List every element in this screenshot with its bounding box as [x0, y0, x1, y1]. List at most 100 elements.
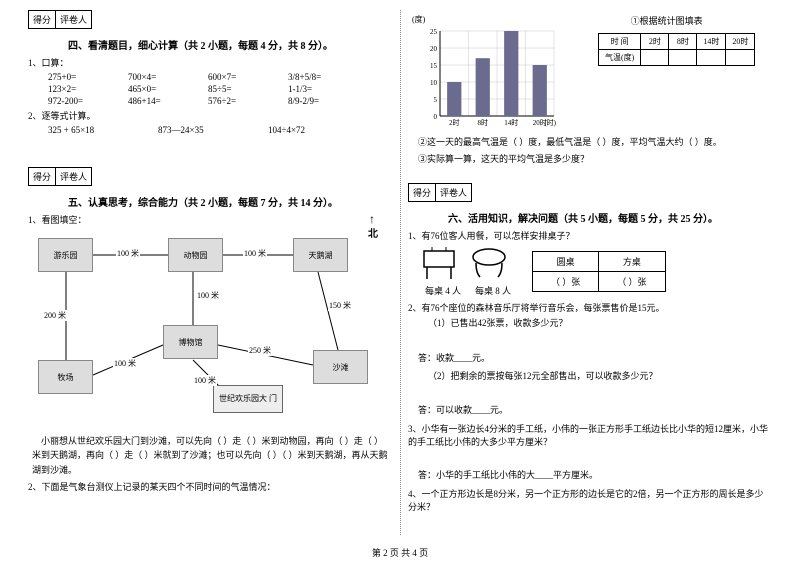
- fill-table: 时 间 2时 8时 14时 20时 气温(度): [598, 33, 755, 66]
- s6-q2b: （2）把剩余的票按每张12元全部售出，可以收款多少元？: [428, 370, 772, 384]
- svg-text:14时: 14时: [504, 118, 518, 127]
- node-ranch: 牧场: [38, 360, 93, 394]
- round-table-icon: [468, 245, 510, 283]
- s6-a2b: 答：可以收款____元。: [418, 403, 772, 416]
- svg-text:10: 10: [430, 79, 438, 87]
- chart-area: (度) 25201510502时8时14时20时(时) ①根据统计图填表 时 间…: [408, 14, 772, 132]
- node-gate: 世纪欢乐园大 门: [213, 385, 283, 413]
- svg-text:2时: 2时: [449, 118, 460, 127]
- dist: 250 米: [248, 345, 272, 356]
- node-beach: 沙滩: [313, 350, 368, 384]
- calc: 972-200=: [48, 96, 128, 106]
- s5-fill-text: 小丽想从世纪欢乐园大门到沙滩，可以先向（ ）走（ ）米到动物园，再向（ ）走（ …: [32, 434, 388, 477]
- cell-round[interactable]: （ ）张: [533, 271, 599, 291]
- calc: 600×7=: [208, 72, 288, 82]
- node-amusement: 游乐园: [38, 238, 93, 272]
- th-time: 时 间: [599, 34, 641, 50]
- calc: 8/9-2/9=: [288, 96, 368, 106]
- grader-label: 评卷人: [56, 167, 92, 186]
- calc: 85÷5=: [208, 84, 288, 94]
- s6-q2: 2、有76个座位的森林音乐厅将举行音乐会，每张票售价是15元。: [408, 301, 772, 314]
- calc: 873—24×35: [158, 125, 268, 135]
- calc: 1-1/3=: [288, 84, 368, 94]
- svg-text:25: 25: [430, 28, 438, 36]
- node-zoo: 动物园: [168, 238, 223, 272]
- section6-title: 六、活用知识，解决问题（共 5 小题，每题 5 分，共 25 分）。: [448, 210, 772, 225]
- north-label: 北: [368, 225, 378, 240]
- cap1: 每桌 4 人: [418, 284, 468, 297]
- calc-row-3: 972-200= 486+14= 576÷2= 8/9-2/9=: [48, 96, 392, 106]
- calc-row-1: 275+0= 700×4= 600×7= 3/8+5/8=: [48, 72, 392, 82]
- dist: 100 米: [116, 248, 140, 259]
- right-column: (度) 25201510502时8时14时20时(时) ①根据统计图填表 时 间…: [400, 10, 780, 530]
- chart-title: ①根据统计图填表: [578, 14, 755, 27]
- dist: 100 米: [243, 248, 267, 259]
- chart-q3: ③实际算一算，这天的平均气温是多少度？: [418, 153, 772, 167]
- dist: 200 米: [43, 310, 67, 321]
- cell-square[interactable]: （ ）张: [599, 271, 665, 291]
- tables-row: 每桌 4 人 每桌 8 人 圆桌方桌 （ ）张（ ）张: [418, 245, 772, 297]
- s4-q1: 1、口算：: [28, 56, 392, 69]
- section5-title: 五、认真思考，综合能力（共 2 小题，每题 7 分，共 14 分）。: [68, 194, 392, 209]
- score-label: 得分: [28, 167, 56, 186]
- seat-table: 圆桌方桌 （ ）张（ ）张: [532, 251, 666, 292]
- s4-q2: 2、逐等式计算。: [28, 109, 392, 122]
- th-round: 圆桌: [533, 251, 599, 271]
- calc: 576÷2=: [208, 96, 288, 106]
- s5-q2: 2、下面是气象台测仪上记录的某天四个不同时间的气温情况：: [28, 480, 392, 493]
- calc: 465×0=: [128, 84, 208, 94]
- blank-cell[interactable]: [669, 50, 697, 66]
- score-label: 得分: [28, 10, 56, 29]
- calc-row-4: 325 + 65×18 873—24×35 104÷4×72: [48, 125, 392, 135]
- section6-score-box: 得分 评卷人: [408, 183, 472, 202]
- svg-text:(时): (时): [544, 118, 556, 127]
- col: 20时: [726, 34, 755, 50]
- blank-cell[interactable]: [697, 50, 726, 66]
- calc: 3/8+5/8=: [288, 72, 368, 82]
- col: 8时: [669, 34, 697, 50]
- temperature-bar-chart: 25201510502时8时14时20时(时): [418, 27, 558, 132]
- s6-a3: 答：小华的手工纸比小伟的大____平方厘米。: [418, 468, 772, 481]
- s6-q3: 3、小华有一张边长4分米的手工纸，小伟的一张正方形手工纸边长比小华的短12厘米，…: [408, 422, 772, 448]
- page-footer: 第 2 页 共 4 页: [0, 546, 800, 559]
- svg-text:15: 15: [430, 62, 438, 70]
- s6-q1: 1、有76位客人用餐，可以怎样安排桌子？: [408, 229, 772, 242]
- calc: 123×2=: [48, 84, 128, 94]
- section4-title: 四、看清题目，细心计算（共 2 小题，每题 4 分，共 8 分）。: [68, 37, 392, 52]
- s6-q2a: （1）已售出42张票，收款多少元？: [428, 317, 772, 331]
- svg-text:5: 5: [434, 96, 438, 104]
- dist: 100 米: [113, 358, 137, 369]
- svg-text:0: 0: [434, 113, 438, 121]
- calc: 104÷4×72: [268, 125, 378, 135]
- node-museum: 博物馆: [163, 325, 218, 359]
- th-square: 方桌: [599, 251, 665, 271]
- th-temp: 气温(度): [599, 50, 641, 66]
- park-map: ↑ 北 游乐园 动物园 天鹅湖 牧场 博物馆 沙滩 世纪欢乐园大 门 100 米…: [38, 230, 368, 430]
- svg-text:8时: 8时: [478, 118, 489, 127]
- grader-label: 评卷人: [56, 10, 92, 29]
- col: 14时: [697, 34, 726, 50]
- col: 2时: [641, 34, 669, 50]
- blank-cell[interactable]: [641, 50, 669, 66]
- node-swanlake: 天鹅湖: [293, 238, 348, 272]
- score-label: 得分: [408, 183, 436, 202]
- chart-q2: ②这一天的最高气温是（ ）度，最低气温是（ ）度，平均气温大约（ ）度。: [418, 136, 772, 150]
- dist: 100 米: [196, 290, 220, 301]
- blank-cell[interactable]: [726, 50, 755, 66]
- s5-q1: 1、看图填空：: [28, 213, 392, 226]
- section4-score-box: 得分 评卷人: [28, 10, 92, 29]
- left-column: 得分 评卷人 四、看清题目，细心计算（共 2 小题，每题 4 分，共 8 分）。…: [20, 10, 400, 530]
- calc: 275+0=: [48, 72, 128, 82]
- square-table-icon: [418, 245, 460, 283]
- svg-text:20: 20: [430, 45, 438, 53]
- section5-score-box: 得分 评卷人: [28, 167, 92, 186]
- dist: 100 米: [193, 375, 217, 386]
- s6-a2a: 答：收款____元。: [418, 351, 772, 364]
- y-unit: (度): [412, 14, 558, 25]
- s6-q4: 4、一个正方形边长是8分米，另一个正方形的边长是它的2倍，另一个正方形的周长是多…: [408, 487, 772, 513]
- dist: 150 米: [328, 300, 352, 311]
- calc: 700×4=: [128, 72, 208, 82]
- calc-row-2: 123×2= 465×0= 85÷5= 1-1/3=: [48, 84, 392, 94]
- cap2: 每桌 8 人: [468, 284, 518, 297]
- grader-label: 评卷人: [436, 183, 472, 202]
